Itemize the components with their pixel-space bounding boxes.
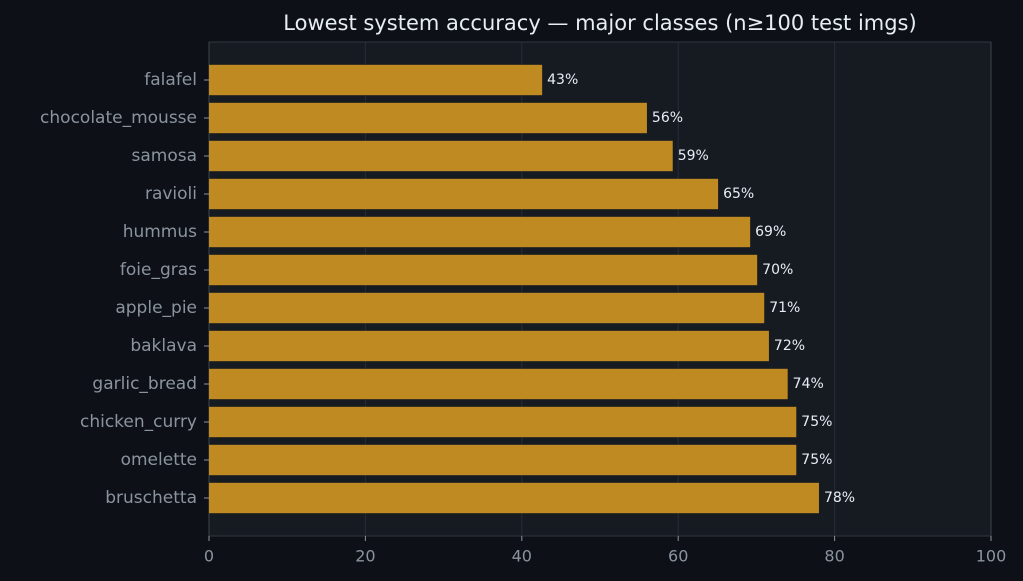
value-label: 65% <box>723 186 754 202</box>
value-label: 56% <box>652 110 683 126</box>
y-tick-label: falafel <box>144 70 197 90</box>
bar <box>209 254 758 286</box>
bar <box>209 292 765 324</box>
x-tick-label: 100 <box>976 547 1007 566</box>
x-tick-label: 80 <box>824 547 844 566</box>
y-tick-label: baklava <box>130 336 197 356</box>
bar <box>209 330 769 362</box>
y-tick-label: apple_pie <box>115 298 197 318</box>
y-tick-label: omelette <box>121 450 197 470</box>
bar <box>209 64 543 96</box>
value-label: 59% <box>678 148 709 164</box>
y-tick-label: chocolate_mousse <box>40 108 197 128</box>
bar <box>209 368 788 400</box>
bar <box>209 444 797 476</box>
value-label: 74% <box>793 376 824 392</box>
value-label: 75% <box>801 414 832 430</box>
value-label: 43% <box>547 72 578 88</box>
y-tick-label: chicken_curry <box>80 412 197 432</box>
value-label: 75% <box>801 452 832 468</box>
value-label: 78% <box>824 490 855 506</box>
y-tick-label: bruschetta <box>105 488 197 508</box>
x-tick-label: 20 <box>355 547 375 566</box>
y-tick-label: ravioli <box>145 184 197 204</box>
y-tick-label: foie_gras <box>120 260 197 280</box>
chart-title: Lowest system accuracy — major classes (… <box>283 11 916 35</box>
bar <box>209 140 673 172</box>
y-tick-label: samosa <box>131 146 197 166</box>
bar <box>209 216 751 248</box>
x-tick-label: 60 <box>668 547 688 566</box>
x-tick-label: 40 <box>512 547 532 566</box>
value-label: 69% <box>755 224 786 240</box>
bar <box>209 102 647 134</box>
value-label: 71% <box>769 300 800 316</box>
bar <box>209 178 719 210</box>
value-label: 72% <box>774 338 805 354</box>
y-tick-label: garlic_bread <box>92 374 197 394</box>
x-tick-label: 0 <box>204 547 214 566</box>
y-tick-label: hummus <box>123 222 197 242</box>
bar <box>209 406 797 438</box>
bar <box>209 482 819 514</box>
value-label: 70% <box>762 262 793 278</box>
